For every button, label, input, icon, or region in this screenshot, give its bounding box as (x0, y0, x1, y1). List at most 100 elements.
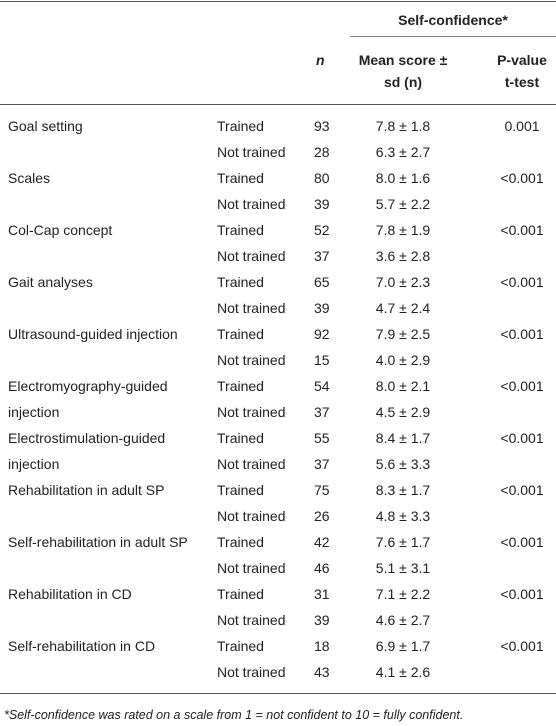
rule (0, 1, 556, 2)
mean-value: 4.5 ± 2.9 (375, 404, 431, 420)
group-label: Not trained (217, 196, 286, 212)
skill-label: Scales (8, 170, 51, 186)
mean-value: 5.7 ± 2.2 (375, 196, 431, 212)
n-value: 28 (314, 144, 330, 160)
group-label: Not trained (217, 508, 286, 524)
rule (0, 693, 556, 694)
group-label: Trained (217, 118, 264, 134)
p-value: <0.001 (500, 586, 544, 602)
n-value: 92 (314, 326, 330, 342)
group-label: Not trained (217, 352, 286, 368)
n-value: 75 (314, 482, 330, 498)
n-value: 39 (314, 196, 330, 212)
group-label: Trained (217, 430, 264, 446)
skill-label: Rehabilitation in CD (8, 586, 132, 602)
header-mean: Mean score ± (358, 52, 448, 68)
n-value: 42 (314, 534, 330, 550)
p-value: <0.001 (500, 274, 544, 290)
n-value: 37 (314, 248, 330, 264)
header-n: n (316, 52, 325, 68)
skill-label: Electromyography-guided (8, 378, 168, 394)
mean-value: 7.1 ± 2.2 (375, 586, 431, 602)
group-label: Not trained (217, 248, 286, 264)
n-value: 37 (314, 404, 330, 420)
n-value: 37 (314, 456, 330, 472)
group-label: Not trained (217, 144, 286, 160)
group-label: Trained (217, 170, 264, 186)
skill-label: Self-rehabilitation in CD (8, 638, 156, 654)
mean-value: 7.6 ± 1.7 (375, 534, 431, 550)
n-value: 18 (314, 638, 330, 654)
skill-label: Ultrasound-guided injection (8, 326, 178, 342)
header-p: t-test (504, 74, 540, 90)
mean-value: 7.0 ± 2.3 (375, 274, 431, 290)
group-label: Not trained (217, 456, 286, 472)
group-label: Not trained (217, 560, 286, 576)
group-label: Not trained (217, 300, 286, 316)
skill-label: Goal setting (8, 118, 83, 134)
n-value: 39 (314, 300, 330, 316)
n-value: 54 (314, 378, 330, 394)
n-value: 93 (314, 118, 330, 134)
mean-value: 3.6 ± 2.8 (375, 248, 431, 264)
mean-value: 5.6 ± 3.3 (375, 456, 431, 472)
mean-value: 4.6 ± 2.7 (375, 612, 431, 628)
mean-value: 7.8 ± 1.8 (375, 118, 431, 134)
p-value: <0.001 (500, 222, 544, 238)
mean-value: 8.0 ± 1.6 (375, 170, 431, 186)
skill-label: Rehabilitation in adult SP (8, 482, 165, 498)
n-value: 43 (314, 664, 330, 680)
p-value: <0.001 (500, 534, 544, 550)
group-label: Trained (217, 326, 264, 342)
group-label: Trained (217, 638, 264, 654)
p-value: <0.001 (500, 326, 544, 342)
n-value: 31 (314, 586, 330, 602)
n-value: 39 (314, 612, 330, 628)
p-value: <0.001 (500, 638, 544, 654)
group-label: Not trained (217, 664, 286, 680)
n-value: 46 (314, 560, 330, 576)
n-value: 55 (314, 430, 330, 446)
mean-value: 5.1 ± 3.1 (375, 560, 431, 576)
rule (350, 36, 556, 37)
group-label: Not trained (217, 404, 286, 420)
n-value: 65 (314, 274, 330, 290)
skill-label: injection (8, 456, 60, 472)
skill-label: injection (8, 404, 60, 420)
group-label: Trained (217, 378, 264, 394)
mean-value: 6.3 ± 2.7 (375, 144, 431, 160)
group-label: Trained (217, 482, 264, 498)
mean-value: 8.3 ± 1.7 (375, 482, 431, 498)
group-label: Trained (217, 222, 264, 238)
group-label: Trained (217, 534, 264, 550)
mean-value: 8.4 ± 1.7 (375, 430, 431, 446)
mean-value: 7.8 ± 1.9 (375, 222, 431, 238)
group-label: Trained (217, 586, 264, 602)
mean-value: 8.0 ± 2.1 (375, 378, 431, 394)
mean-value: 6.9 ± 1.7 (375, 638, 431, 654)
header-p: P-value (497, 52, 547, 68)
p-value: <0.001 (500, 430, 544, 446)
n-value: 15 (314, 352, 330, 368)
group-label: Trained (217, 274, 264, 290)
p-value: 0.001 (504, 118, 540, 134)
mean-value: 4.8 ± 3.3 (375, 508, 431, 524)
skill-label: Col-Cap concept (8, 222, 113, 238)
p-value: <0.001 (500, 482, 544, 498)
header-mean: sd (n) (383, 74, 423, 90)
skill-label: Electrostimulation-guided (8, 430, 166, 446)
group-label: Not trained (217, 612, 286, 628)
n-value: 52 (314, 222, 330, 238)
skill-label: Self-rehabilitation in adult SP (8, 534, 188, 550)
skill-label: Gait analyses (8, 274, 93, 290)
mean-value: 4.1 ± 2.6 (375, 664, 431, 680)
mean-value: 7.9 ± 2.5 (375, 326, 431, 342)
mean-value: 4.7 ± 2.4 (375, 300, 431, 316)
header-group: Self-confidence* (398, 12, 508, 28)
rule (0, 104, 556, 105)
n-value: 26 (314, 508, 330, 524)
p-value: <0.001 (500, 378, 544, 394)
p-value: <0.001 (500, 170, 544, 186)
n-value: 80 (314, 170, 330, 186)
